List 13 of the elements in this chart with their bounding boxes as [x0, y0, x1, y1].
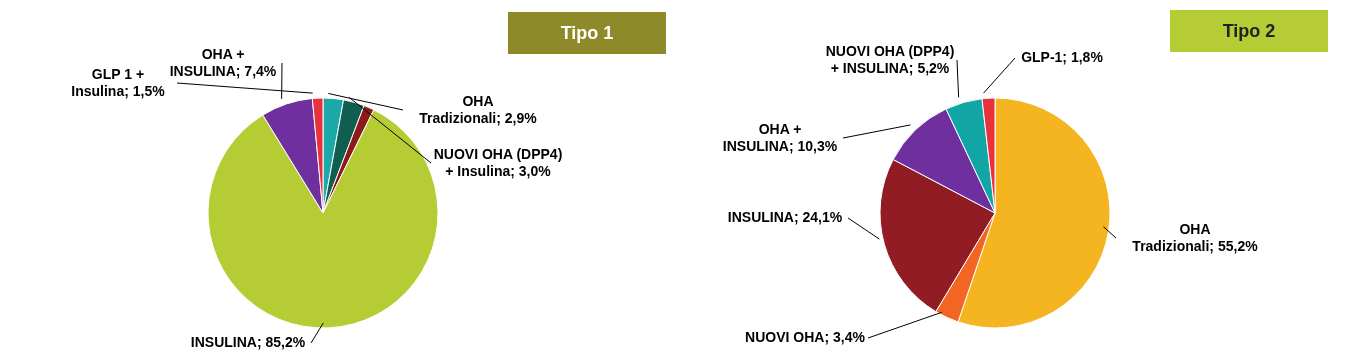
slice-label: NUOVI OHA; 3,4% [745, 328, 866, 345]
slice-label: GLP 1 + Insulina; 1,5% [71, 65, 166, 99]
slice-label: NUOVI OHA (DPP4) + Insulina; 3,0% [433, 145, 563, 179]
slice-label: INSULINA; 24,1% [727, 208, 843, 225]
slice-label: GLP-1; 1,8% [1021, 48, 1104, 65]
slice-label: INSULINA; 85,2% [190, 333, 306, 350]
slice-label: OHA + INSULINA; 7,4% [169, 45, 277, 79]
chart-title: Tipo 1 [508, 12, 666, 54]
slice-label: NUOVI OHA (DPP4) + INSULINA; 5,2% [825, 42, 955, 76]
slice-label: OHA + INSULINA; 10,3% [722, 120, 838, 154]
chart-title: Tipo 2 [1170, 10, 1328, 52]
slice-label: OHA Tradizionali; 55,2% [1132, 220, 1259, 254]
slice-label: OHA Tradizionali; 2,9% [419, 92, 538, 126]
